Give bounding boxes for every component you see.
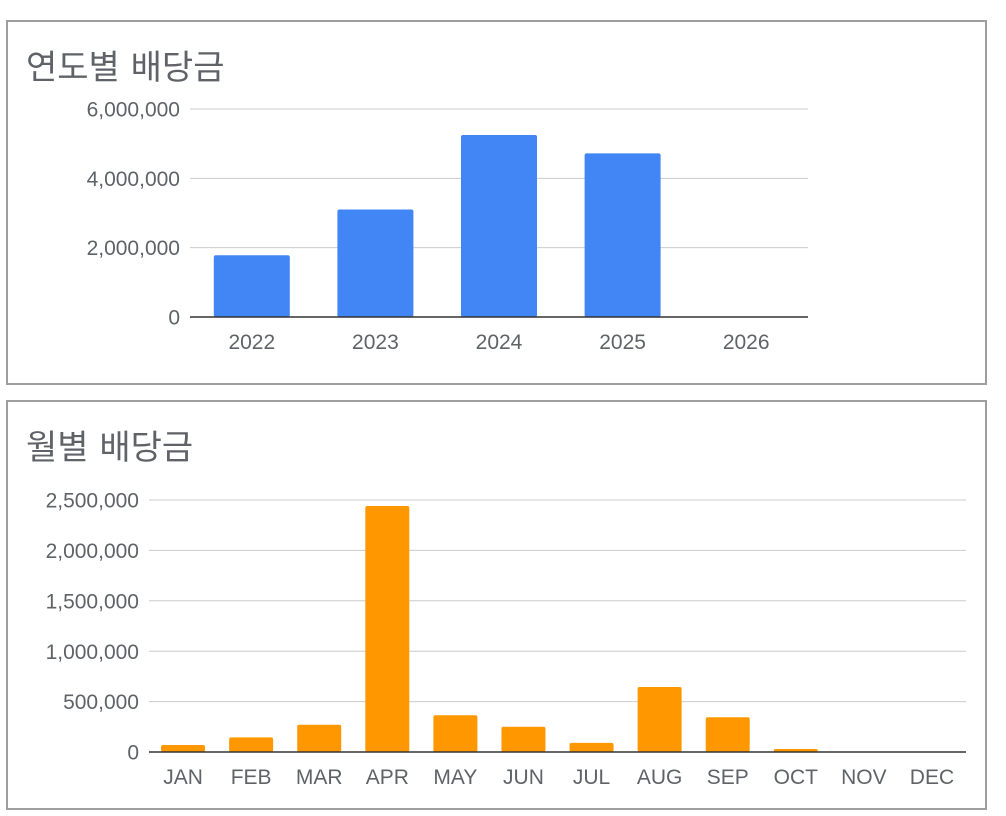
annual-x-tick-label: 2025 — [599, 331, 646, 354]
monthly-x-tick-label: JAN — [163, 766, 203, 789]
annual-bar — [461, 135, 537, 317]
annual-x-tick-label: 2022 — [228, 331, 275, 354]
monthly-x-tick-label: FEB — [231, 766, 272, 789]
monthly-bar — [297, 724, 342, 752]
monthly-x-tick-label: AUG — [637, 766, 683, 789]
annual-dividend-chart-panel: 연도별 배당금 0 2,000,000 4,000,000 6,000,000 2022… — [6, 20, 987, 385]
monthly-x-tick-label: MAR — [296, 766, 343, 789]
annual-y-tick-label: 6,000,000 — [87, 99, 180, 122]
monthly-bar — [773, 748, 818, 752]
monthly-bar — [705, 717, 750, 752]
monthly-y-tick-label: 2,000,000 — [46, 540, 139, 563]
monthly-dividend-chart: 0 500,000 1,000,000 1,500,000 2,000,000 2,500… — [46, 490, 966, 789]
monthly-y-tick-label: 2,500,000 — [46, 490, 139, 513]
monthly-bar — [501, 726, 546, 752]
annual-bar — [213, 255, 290, 317]
monthly-y-tick-label: 1,500,000 — [46, 590, 139, 613]
monthly-x-tick-label: APR — [366, 766, 409, 789]
annual-x-tick-label: 2024 — [476, 331, 523, 354]
monthly-y-tick-label: 0 — [127, 742, 139, 765]
monthly-bar — [161, 744, 206, 752]
monthly-x-tick-label: JUN — [503, 766, 544, 789]
annual-bar — [584, 153, 661, 317]
monthly-y-tick-label: 1,000,000 — [46, 641, 139, 664]
monthly-x-tick-label: SEP — [707, 766, 749, 789]
monthly-y-tick-label: 500,000 — [63, 691, 139, 714]
monthly-x-tick-label: OCT — [774, 766, 819, 789]
annual-x-tick-label: 2023 — [352, 331, 399, 354]
monthly-bar — [365, 506, 410, 752]
monthly-bar — [433, 715, 478, 752]
monthly-bar — [569, 742, 614, 752]
monthly-dividend-chart-panel: 월별 배당금 0 500,000 1,000,000 1,500,000 2,000,0… — [6, 400, 987, 810]
monthly-x-tick-label: JUL — [573, 766, 610, 789]
monthly-x-tick-label: DEC — [910, 766, 954, 789]
monthly-chart-title: 월별 배당금 — [26, 428, 194, 468]
annual-x-tick-label: 2026 — [723, 331, 770, 354]
monthly-x-tick-label: MAY — [433, 766, 477, 789]
annual-y-tick-label: 4,000,000 — [87, 168, 180, 191]
monthly-bar — [637, 686, 682, 752]
annual-chart-title: 연도별 배당금 — [26, 48, 225, 88]
annual-y-tick-label: 2,000,000 — [87, 237, 180, 260]
annual-y-tick-label: 0 — [168, 307, 180, 330]
monthly-bar — [229, 737, 274, 752]
monthly-x-tick-label: NOV — [841, 766, 887, 789]
annual-bar — [337, 209, 414, 317]
annual-dividend-chart: 0 2,000,000 4,000,000 6,000,000 2022 2023 2024… — [87, 99, 808, 354]
